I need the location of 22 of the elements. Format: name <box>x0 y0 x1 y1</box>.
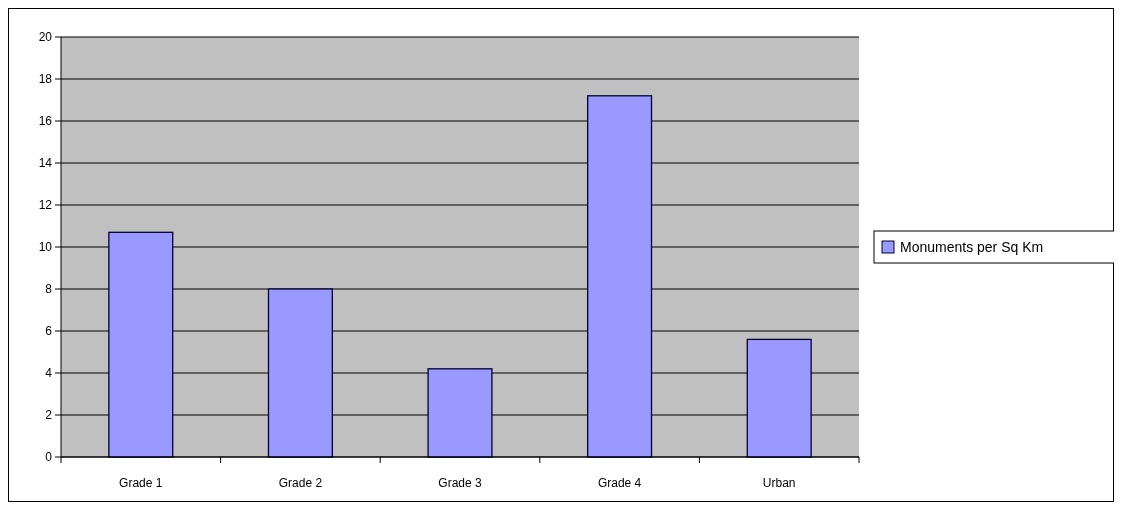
y-tick-label: 6 <box>45 324 53 339</box>
x-tick-label: Grade 2 <box>278 476 323 490</box>
y-tick-label: 20 <box>38 30 53 45</box>
y-tick-label: 12 <box>38 198 53 213</box>
y-tick-label: 0 <box>45 450 53 465</box>
bar <box>587 95 653 458</box>
bar <box>267 288 333 458</box>
bar <box>746 338 812 458</box>
x-tick-label: Urban <box>762 476 796 490</box>
x-tick-label: Grade 1 <box>119 476 163 490</box>
legend-label: Monuments per Sq Km <box>900 238 1044 255</box>
y-tick-label: 8 <box>45 282 53 297</box>
y-tick-label: 2 <box>45 408 53 423</box>
x-tick-label: Grade 3 <box>438 476 483 490</box>
y-tick-label: 4 <box>45 366 53 381</box>
y-tick-label: 18 <box>38 72 53 87</box>
y-tick-label: 16 <box>38 114 53 129</box>
bar <box>427 368 493 458</box>
y-tick-label: 14 <box>38 156 53 171</box>
x-tick-label: Grade 4 <box>597 476 642 490</box>
bar <box>108 231 174 458</box>
y-tick-label: 10 <box>38 240 53 255</box>
